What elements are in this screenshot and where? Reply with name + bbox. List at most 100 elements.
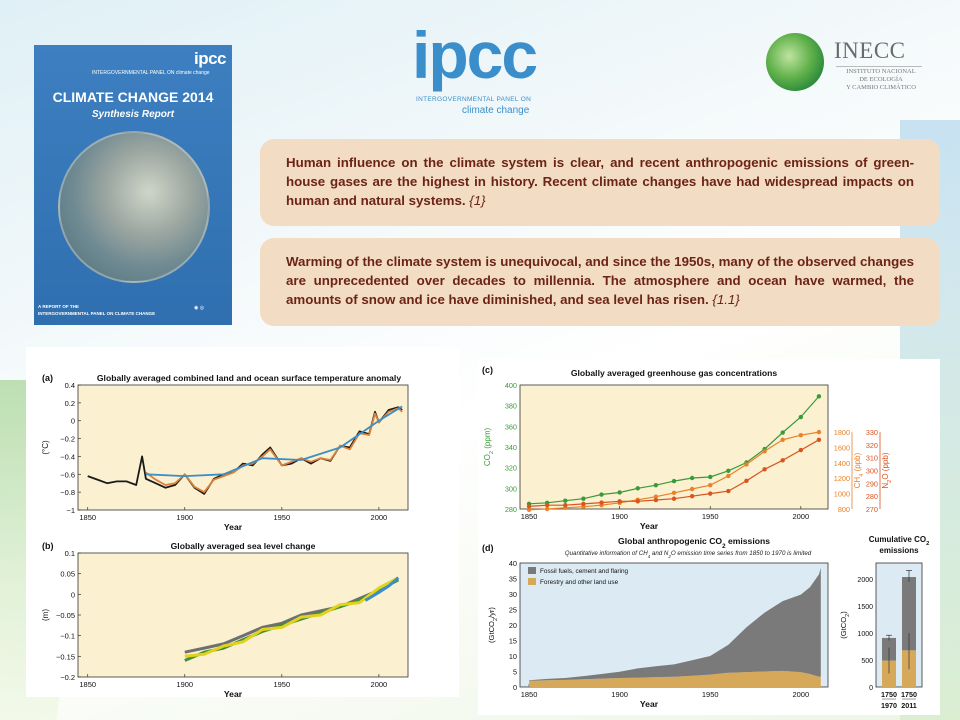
data-point-c-1 [726, 473, 731, 479]
chart-title-a: Globally averaged combined land and ocea… [97, 373, 401, 383]
inecc-logo-name: INECC [834, 38, 906, 63]
plot-area-b [77, 552, 409, 678]
y-axis-label-c-0: CO2 (ppm) [483, 428, 495, 467]
data-point-c-2 [544, 502, 550, 508]
y-tick-label-a: −1 [66, 506, 75, 515]
data-point-c-1 [689, 486, 695, 492]
data-point-c-1 [653, 494, 659, 499]
panel-label-d: (d) [482, 543, 494, 553]
chart-title-cumulative-2: emissions [879, 546, 919, 555]
y-tick-label-a: 0 [71, 417, 75, 426]
data-point-c-2 [708, 491, 713, 496]
area-fossil [529, 568, 821, 681]
y-tick-label-c-1: 1800 [834, 428, 850, 437]
data-point-c-1 [816, 429, 822, 435]
y-tick-label-d: 20 [509, 621, 517, 630]
x-tick-label-b: 2000 [371, 680, 388, 689]
y-tick-label-cumulative: 1500 [857, 604, 873, 611]
data-point-c-0 [726, 468, 731, 473]
y-tick-label-b: −0.2 [60, 673, 75, 682]
data-point-c-2 [653, 497, 659, 503]
data-point-c-2 [599, 500, 604, 505]
panel-label-b: (b) [42, 541, 54, 551]
report-cover: ipcc INTERGOVERNMENTAL PANEL ON climate … [34, 45, 232, 325]
data-point-c-2 [671, 496, 677, 501]
inecc-inst-line-1: INSTITUTO NACIONAL [846, 68, 916, 75]
charts-panel-right: (c) Globally averaged greenhouse gas conc… [478, 359, 940, 715]
cover-subtitle: Synthesis Report [91, 109, 175, 120]
y-tick-label-c-2: 330 [866, 428, 878, 437]
data-point-c-2 [581, 501, 586, 507]
y-axis-label-c-1: CH4 (ppb) [853, 452, 865, 488]
inecc-inst-line-3: Y CAMBIO CLIMÁTICO [846, 84, 916, 91]
statement-2-ref: {1.1} [712, 292, 740, 307]
data-point-c-0 [581, 496, 586, 501]
series-line-a-2 [145, 405, 403, 477]
data-point-c-2 [526, 504, 532, 509]
data-point-c-2 [762, 467, 767, 472]
legend-swatch-d-1 [528, 578, 536, 585]
ipcc-logo-line-1: INTERGOVERNMENTAL PANEL ON [416, 96, 532, 103]
series-line-a-1 [145, 407, 403, 493]
statement-1-text: Human influence on the climate system is… [286, 155, 914, 208]
y-axis-label-cumulative: (GtCO2) [839, 611, 851, 639]
y-tick-label-cumulative: 0 [869, 685, 873, 692]
data-point-c-2 [617, 499, 622, 504]
y-tick-label-c-2: 290 [866, 479, 878, 488]
y-tick-label-c-2: 310 [866, 454, 878, 463]
data-point-c-2 [563, 502, 568, 508]
y-tick-label-c-2: 320 [866, 441, 878, 450]
chart-title-cumulative-1: Cumulative CO2 [869, 535, 930, 547]
x-tick-label-cumulative-2: 1970 [881, 701, 897, 710]
y-tick-label-b: 0.1 [65, 549, 75, 558]
statement-2: Warming of the climate system is unequiv… [286, 252, 914, 309]
y-tick-label-d: 40 [509, 559, 517, 568]
y-tick-label-d: 25 [509, 606, 517, 615]
y-tick-label-cumulative: 2000 [857, 577, 873, 584]
x-tick-label-c: 1900 [611, 512, 628, 521]
data-point-c-0 [816, 394, 822, 399]
x-tick-label-a: 1900 [176, 513, 193, 522]
y-tick-label-c-0: 320 [505, 464, 517, 473]
y-tick-label-b: −0.05 [56, 611, 75, 620]
inecc-emblem-icon [766, 33, 824, 91]
data-point-c-2 [798, 447, 804, 453]
y-tick-label-a: 0.4 [65, 381, 75, 390]
x-tick-label-a: 2000 [371, 513, 388, 522]
y-tick-label-a: −0.8 [60, 488, 75, 497]
data-point-c-1 [798, 432, 804, 438]
y-tick-label-a: −0.4 [60, 452, 75, 461]
bar-fossil [902, 577, 916, 651]
x-tick-label-b: 1900 [176, 680, 193, 689]
y-tick-label-b: 0.05 [60, 570, 75, 579]
y-tick-label-c-1: 800 [838, 505, 850, 514]
y-tick-label-c-0: 400 [505, 381, 517, 390]
ipcc-logo-line-2: climate change [462, 105, 530, 116]
legend-swatch-d-0 [528, 567, 536, 574]
y-tick-label-d: 0 [513, 683, 517, 692]
y-tick-label-b: −0.1 [60, 632, 75, 641]
x-tick-label-c: 1950 [702, 512, 719, 521]
y-tick-label-d: 15 [509, 637, 517, 646]
x-tick-label-c: 1850 [521, 512, 538, 521]
charts-panel-left: (a) Globally averaged combined land and o… [26, 347, 459, 697]
y-tick-label-c-0: 300 [505, 484, 517, 493]
statement-1: Human influence on the climate system is… [286, 153, 914, 210]
data-point-c-1 [544, 506, 550, 512]
y-tick-label-b: 0 [71, 590, 75, 599]
panel-label-c: (c) [482, 365, 493, 375]
inecc-divider [836, 66, 922, 67]
plot-area-a [77, 384, 409, 511]
inecc-inst-line-2: DE ECOLOGÍA [859, 76, 903, 83]
data-point-c-1 [780, 437, 785, 443]
data-point-c-0 [599, 492, 604, 497]
data-point-c-2 [816, 437, 822, 443]
y-tick-label-c-0: 340 [505, 443, 517, 452]
cover-ipcc-logo: ipcc [193, 49, 227, 68]
data-point-c-0 [798, 414, 804, 420]
x-tick-label-d: 1900 [611, 690, 628, 699]
x-tick-label-a: 1950 [273, 513, 290, 522]
data-point-c-0 [671, 478, 677, 484]
statement-box-2: Warming of the climate system is unequiv… [260, 238, 940, 326]
y-tick-label-c-1: 1600 [834, 443, 850, 452]
